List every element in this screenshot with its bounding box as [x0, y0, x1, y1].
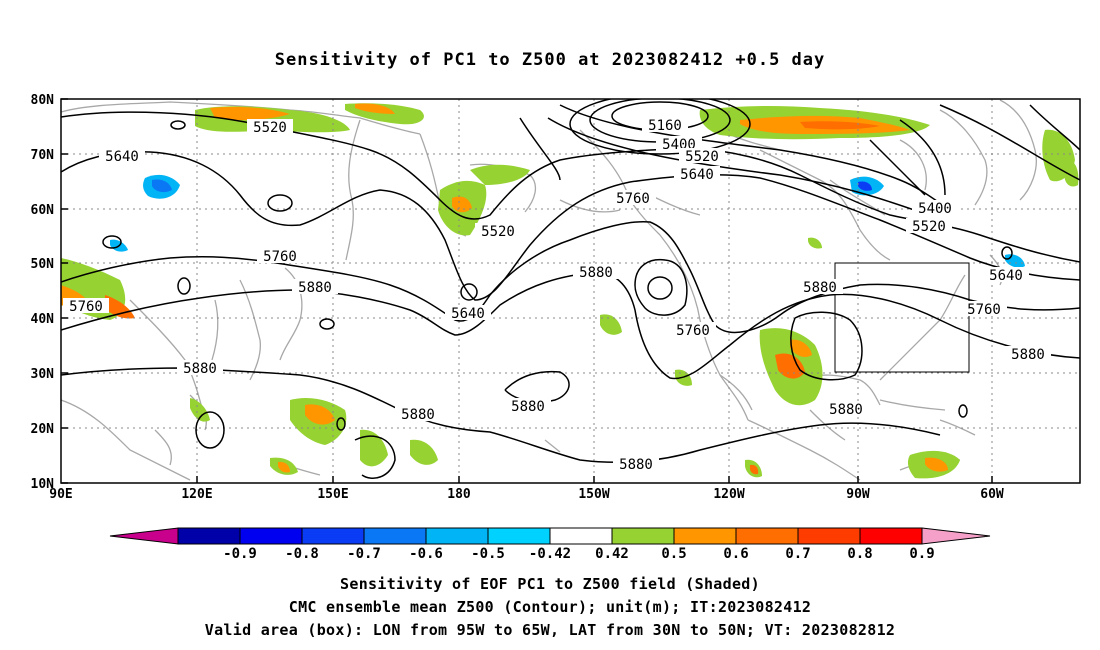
latitude-labels: 80N 70N 60N 50N 40N 30N 20N 10N	[31, 93, 55, 492]
contour-label: 5520	[481, 224, 515, 240]
contour-label: 5640	[989, 268, 1023, 284]
map-title: Sensitivity of PC1 to Z500 at 2023082412…	[274, 50, 826, 70]
contour-label: 5880	[511, 399, 545, 415]
contour-label: 5760	[263, 249, 297, 265]
colorbar-cell	[797, 527, 861, 545]
colorbar-cell	[239, 527, 303, 545]
colorbar-cell	[425, 527, 489, 545]
lon-label: 60W	[980, 487, 1004, 502]
contour-label: 5520	[253, 120, 287, 136]
colorbar-right-arrow	[921, 527, 991, 545]
contour-label: 5760	[676, 323, 710, 339]
colorbar-label: -0.42	[529, 546, 571, 562]
sensitivity-shading	[61, 103, 1079, 479]
lon-label: 90W	[846, 487, 870, 502]
lat-label: 10N	[31, 477, 55, 492]
colorbar: -0.9 -0.8 -0.7 -0.6 -0.5 -0.42 0.42 0.5 0.6 0.7 0.…	[109, 527, 991, 562]
colorbar-label: 0.42	[595, 546, 629, 562]
contour-label: 5760	[69, 299, 103, 315]
contour-labels: 5520 5640 5760 5880 5640 5760 5880 5520 …	[63, 117, 1051, 473]
colorbar-cell	[549, 527, 613, 545]
colorbar-label: 0.7	[785, 546, 810, 562]
colorbar-label: -0.9	[223, 546, 257, 562]
colorbar-cell	[177, 527, 241, 545]
caption-line-1: Sensitivity of EOF PC1 to Z500 field (Sh…	[340, 575, 760, 593]
lat-label: 40N	[31, 312, 55, 327]
axis-ticks	[61, 98, 993, 484]
lon-label: 150E	[317, 487, 348, 502]
contour-label: 5880	[1011, 347, 1045, 363]
contour-label: 5640	[451, 306, 485, 322]
lon-label: 180	[447, 487, 471, 502]
colorbar-label: -0.7	[347, 546, 381, 562]
contour-label: 5760	[967, 302, 1001, 318]
colorbar-cell	[611, 527, 675, 545]
contour-label: 5640	[680, 167, 714, 183]
lat-label: 20N	[31, 422, 55, 437]
z500-contours	[61, 99, 1080, 479]
contour-label: 5520	[685, 149, 719, 165]
colorbar-cell	[735, 527, 799, 545]
contour-label: 5760	[616, 191, 650, 207]
lat-label: 60N	[31, 203, 55, 218]
colorbar-label: -0.8	[285, 546, 319, 562]
colorbar-label: 0.5	[661, 546, 686, 562]
contour-label: 5400	[918, 201, 952, 217]
contour-label: 5880	[829, 402, 863, 418]
coastlines	[61, 99, 1037, 481]
caption-line-2: CMC ensemble mean Z500 (Contour); unit(m…	[288, 598, 812, 616]
colorbar-cell	[673, 527, 737, 545]
colorbar-label: 0.6	[723, 546, 748, 562]
contour-label: 5880	[579, 265, 613, 281]
lon-label: 120E	[181, 487, 212, 502]
map-area	[61, 99, 1080, 483]
colorbar-cell	[301, 527, 365, 545]
colorbar-label: -0.6	[409, 546, 443, 562]
lat-label: 50N	[31, 257, 55, 272]
colorbar-label: 0.8	[847, 546, 872, 562]
colorbar-cell	[859, 527, 923, 545]
graticule	[61, 99, 1080, 483]
contour-label: 5880	[401, 407, 435, 423]
valid-area-box	[834, 262, 970, 373]
contour-label: 5880	[619, 457, 653, 473]
colorbar-cell	[487, 527, 551, 545]
contour-label: 5640	[105, 149, 139, 165]
lat-label: 30N	[31, 367, 55, 382]
lon-label: 150W	[578, 487, 609, 502]
contour-label: 5160	[648, 118, 682, 134]
lat-label: 70N	[31, 148, 55, 163]
colorbar-left-arrow	[109, 527, 179, 545]
colorbar-label: -0.5	[471, 546, 505, 562]
longitude-labels: 90E 120E 150E 180 150W 120W 90W 60W	[49, 487, 1004, 502]
lon-label: 120W	[713, 487, 744, 502]
lon-label: 90E	[49, 487, 72, 502]
colorbar-cell	[363, 527, 427, 545]
map-frame	[60, 98, 1081, 484]
contour-label: 5520	[912, 219, 946, 235]
colorbar-label: 0.9	[909, 546, 934, 562]
contour-label: 5880	[803, 280, 837, 296]
caption-line-3: Valid area (box): LON from 95W to 65W, L…	[204, 621, 896, 639]
contour-label: 5880	[183, 361, 217, 377]
lat-label: 80N	[31, 93, 55, 108]
contour-label: 5880	[298, 280, 332, 296]
